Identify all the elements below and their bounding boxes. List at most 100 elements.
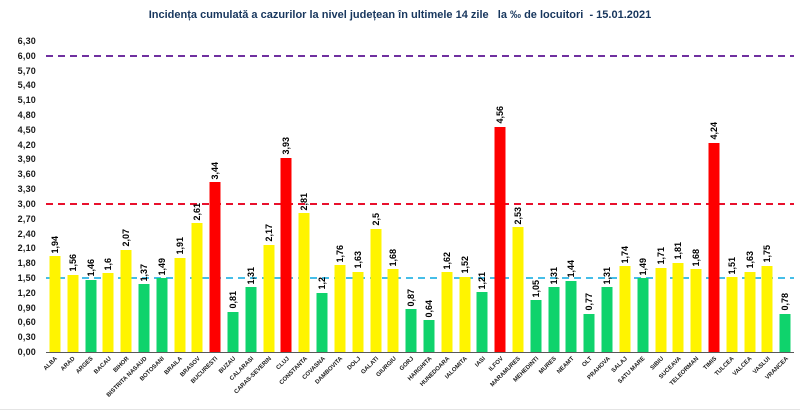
bar-category-label: OLT [581, 356, 594, 369]
bar-group: 1,62 HUNEDOARA [419, 41, 456, 388]
bar-value-label: 1,94 [49, 235, 60, 254]
bar-group: 1,51 TULCEA [715, 41, 741, 377]
bar-value-label: 1,37 [138, 263, 149, 282]
bar [512, 227, 524, 352]
y-tick-label: 5,40 [17, 80, 36, 91]
bar-value-label: 1,49 [156, 257, 167, 276]
bar [227, 312, 239, 352]
bar-group: 2,07 BIHOR [112, 41, 135, 374]
y-tick-label: 5,10 [17, 95, 36, 106]
y-tick-label: 5,70 [17, 65, 36, 76]
bar-group: 1,31 CALARASI [229, 41, 260, 382]
bar-value-label: 0,64 [423, 299, 434, 318]
bar-value-label: 3,44 [210, 161, 221, 180]
y-tick-label: 0,30 [17, 332, 36, 343]
bar [405, 309, 417, 352]
bottom-frame-line [0, 409, 800, 410]
bar-value-label: 1,2 [317, 277, 328, 290]
bar-category-label: VALCEA [732, 356, 754, 378]
y-tick-label: 0,00 [17, 347, 36, 357]
y-tick-label: 4,20 [17, 139, 36, 150]
bar [334, 265, 346, 352]
bar [423, 320, 435, 352]
bar-group: 2,53 MARAMURES [490, 41, 527, 388]
bar [637, 278, 649, 352]
y-tick-label: 2,40 [17, 228, 36, 239]
bar [672, 262, 684, 352]
bar-value-label: 0,78 [780, 292, 791, 311]
y-tick-label: 3,60 [17, 169, 36, 180]
bar [655, 267, 667, 352]
bar-value-label: 2,17 [263, 224, 274, 242]
bar-group: 1,75 VASLUI [752, 41, 777, 375]
bar-group: 0,77 OLT [580, 41, 598, 368]
bar-category-label: NEAMT [556, 356, 576, 376]
bar-group: 3,93 CLUJ [275, 41, 296, 371]
bar-category-label: SIBIU [649, 356, 665, 372]
bar-category-label: TIMIS [702, 356, 719, 372]
bar [530, 300, 542, 352]
bar [298, 213, 310, 352]
bar [209, 182, 221, 352]
bar [476, 292, 488, 352]
bar-value-label: 2,53 [513, 206, 524, 225]
bar-group: 1,63 VALCEA [732, 41, 759, 377]
bar [387, 269, 399, 352]
bar [280, 158, 292, 352]
y-tick-label: 6,00 [17, 50, 36, 61]
bar [85, 279, 97, 352]
bar [120, 249, 132, 352]
bar-group: 1,31 PRAHOVA [586, 41, 616, 381]
plot-area: 1,94 ALBA 1,56 ARAD 1,46 ARGES 1,6 BACAU 2,07 BIH… [43, 41, 794, 399]
bar-group: 1,68 GIURGIU [375, 41, 402, 378]
bar-group: 4,56 ILFOV [488, 41, 509, 373]
bar [779, 313, 791, 352]
y-tick-label: 6,30 [17, 36, 36, 46]
bar-value-label: 1,49 [637, 257, 648, 276]
bar-group: 1,37 BISTRITA NASAUD [106, 41, 153, 399]
bar [726, 277, 738, 352]
bar-category-label: GORJ [399, 356, 416, 373]
bar-group: 0,78 VRANCEA [764, 41, 794, 381]
bar [494, 126, 506, 352]
bar-group: 0,87 GORJ [399, 41, 420, 372]
bar-group: 1,63 DOLJ [346, 41, 367, 372]
bar-value-label: 1,05 [530, 279, 541, 298]
bar-group: 1,05 MEHEDINTI [513, 41, 545, 384]
bar-group: 1,6 BACAU [93, 41, 117, 376]
bar-group: 1,49 BOTOSANI [139, 41, 171, 383]
bar-value-label: 1,56 [67, 254, 78, 272]
bar-category-label: BACAU [93, 356, 113, 376]
bar-value-label: 1,51 [726, 256, 737, 275]
bar [156, 278, 168, 352]
bar [441, 272, 453, 352]
bar-group: 1,68 TELEORMAN [669, 41, 705, 387]
bar-value-label: 1,52 [459, 256, 470, 274]
bar-value-label: 1,63 [744, 251, 755, 269]
bar [708, 142, 720, 352]
bar-group: 2,61 BRASOV [179, 41, 207, 378]
bar-value-label: 1,68 [691, 248, 702, 267]
y-tick-label: 3,30 [17, 184, 36, 195]
bar [263, 244, 275, 352]
bar-group: 1,76 DAMBOVITA [315, 41, 349, 386]
bar-value-label: 0,81 [228, 291, 239, 310]
bar-value-label: 0,77 [584, 293, 595, 311]
bar-category-label: DOLJ [346, 356, 362, 372]
bar-group: 0,64 HARGHITA [407, 41, 438, 382]
bar-value-label: 1,31 [245, 266, 256, 285]
bar [138, 284, 150, 352]
bar-group: 4,24 TIMIS [703, 41, 723, 372]
bar-group: 1,91 BRAILA [164, 41, 189, 376]
bar [601, 287, 613, 352]
bar-value-label: 1,21 [477, 271, 488, 290]
bar-group: 1,49 SATU MARE [618, 41, 652, 385]
bar [67, 275, 79, 352]
bar-group: 1,46 ARGES [75, 41, 100, 375]
bar-value-label: 1,46 [85, 259, 96, 277]
bar-value-label: 4,24 [708, 122, 719, 140]
bar [583, 314, 595, 352]
bar-value-label: 1,68 [388, 248, 399, 267]
bar-value-label: 2,81 [299, 192, 310, 211]
